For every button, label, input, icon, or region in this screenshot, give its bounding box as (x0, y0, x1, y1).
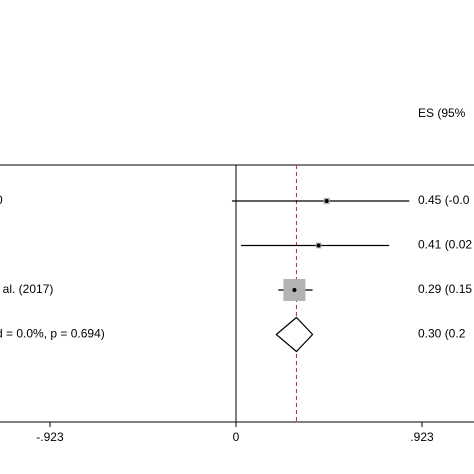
overall-label: d = 0.0%, p = 0.694) (0, 327, 105, 341)
es-label: 0.45 (-0.0 (418, 193, 470, 207)
es-header: ES (95% (418, 106, 466, 120)
x-tick-label: .923 (410, 430, 434, 444)
point-estimate (316, 243, 321, 248)
overall-diamond (275, 316, 314, 353)
es-label: 0.30 (0.2 (418, 327, 466, 341)
x-tick-label: 0 (233, 430, 240, 444)
study-label: 0 (0, 193, 3, 207)
point-estimate (292, 288, 297, 292)
study-label: t al. (2017) (0, 282, 53, 296)
es-label: 0.29 (0.15 (418, 282, 472, 296)
es-label: 0.41 (0.02 (418, 238, 472, 252)
x-tick-label: -.923 (36, 430, 64, 444)
point-estimate (324, 199, 329, 203)
